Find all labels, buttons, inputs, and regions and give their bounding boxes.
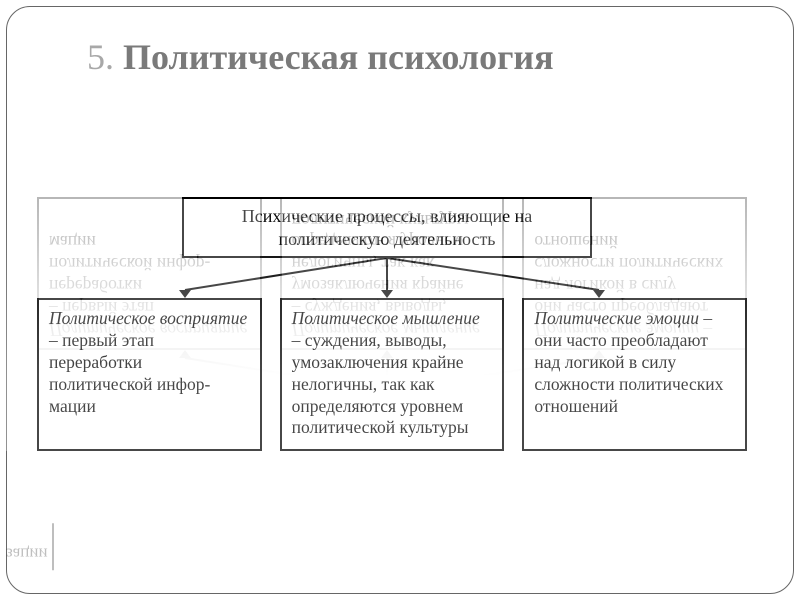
title-number: 5. bbox=[87, 37, 114, 77]
left-edge-fragment: зации bbox=[6, 523, 54, 570]
branch-arrows bbox=[37, 258, 737, 298]
branch-row: Политическое вос­приятие – первый этап п… bbox=[0, 298, 787, 451]
cell-desc: – суждения, вы­воды, умозаключения крайн… bbox=[292, 330, 469, 438]
cell-term: Политические эмо­ции bbox=[534, 308, 699, 328]
title-text: Политическая психология bbox=[123, 37, 554, 77]
diagram-region: Психические процессы, влияющие на полити… bbox=[0, 197, 787, 451]
page-title: 5. Политическая психология bbox=[87, 37, 753, 78]
cell-term: Политическое мыш­ление bbox=[292, 308, 480, 328]
left-frag-text: зации bbox=[6, 544, 48, 563]
root-text: Психические процессы, влияющие на полити… bbox=[242, 206, 533, 249]
cell-term: Политическое вос­приятие bbox=[49, 308, 247, 328]
branch-cell-0: Политическое вос­приятие – первый этап п… bbox=[37, 298, 262, 451]
diagram-root-box: Психические процессы, влияющие на полити… bbox=[182, 197, 592, 258]
slide-frame: 5. Политическая психология Психические п… bbox=[6, 6, 794, 594]
branch-cell-1: Политическое мыш­ление – суждения, вы­во… bbox=[280, 298, 505, 451]
branch-cell-2: Политические эмо­ции – они часто пре­обл… bbox=[522, 298, 747, 451]
diagram: Психические процессы, влияющие на полити… bbox=[0, 197, 787, 451]
cell-desc: – первый этап переработки политической и… bbox=[49, 330, 210, 416]
